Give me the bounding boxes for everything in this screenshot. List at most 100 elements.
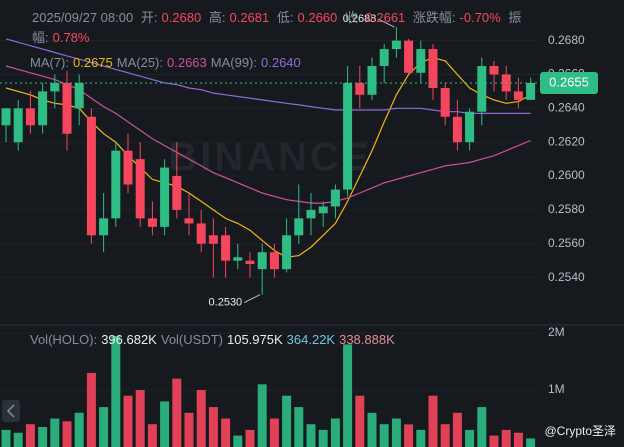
volume-bar: [233, 435, 243, 447]
ma-legend-label: MA(99):: [210, 55, 257, 70]
candle-body: [526, 82, 536, 100]
volume-bar: [257, 384, 267, 447]
volume-bar: [208, 407, 218, 447]
amplitude-value: 0.78%: [52, 30, 90, 45]
author-tag: @Crypto圣泽: [540, 420, 620, 441]
volume-bar: [245, 429, 255, 447]
volume-bar: [465, 429, 475, 447]
volume-bar: [330, 418, 340, 447]
y-tick-label: 0.2640: [548, 101, 585, 115]
volume-legend-label: Vol(USDT): [160, 332, 223, 347]
candle-body: [257, 252, 267, 270]
high-label: 高:: [208, 10, 226, 25]
candle-body: [379, 49, 389, 67]
y-tick-label: 0.2560: [548, 236, 585, 250]
extreme-label: 0.2530: [209, 296, 243, 308]
ma-legend-value: 0.2675: [73, 55, 113, 70]
candle-body: [343, 82, 353, 190]
volume-bar: [196, 390, 206, 447]
volume-bar: [282, 395, 292, 447]
volume-bar: [513, 432, 523, 447]
candle-body: [50, 82, 60, 92]
volume-bar: [111, 335, 121, 447]
volume-legend-value: 364.22K: [286, 332, 336, 347]
datetime: 2025/09/27 08:00: [32, 10, 134, 25]
last-price-tag: [540, 71, 598, 94]
volume-bar: [379, 424, 389, 447]
candle-body: [38, 91, 48, 126]
volume-legend-value: 338.888K: [339, 332, 395, 347]
candle-body: [465, 111, 475, 143]
ohlc-header: 2025/09/27 08:00 开: 0.2680 高: 0.2681 低: 0.2…: [32, 8, 532, 48]
candle-body: [221, 235, 231, 261]
volume-bar: [123, 395, 133, 447]
candle-body: [86, 116, 96, 236]
candle-body: [147, 218, 157, 227]
candle-body: [1, 108, 11, 126]
volume-bar: [355, 395, 365, 447]
candle-body: [306, 209, 316, 219]
ma-line: [5, 65, 531, 204]
volume-bar: [489, 435, 499, 447]
candle-body: [196, 223, 206, 244]
ma-line: [5, 38, 531, 114]
volume-bar: [343, 344, 353, 447]
volume-bar: [74, 412, 84, 447]
ma-legend-value: 0.2640: [261, 55, 301, 70]
volume-bar: [86, 372, 96, 447]
volume-legend-value: 105.975K: [226, 332, 283, 347]
candle-body: [294, 218, 304, 236]
volume-bar: [306, 424, 316, 447]
candle-body: [111, 150, 121, 219]
ma-legend-label: MA(7):: [30, 55, 69, 70]
change-label: 涨跌幅:: [412, 10, 456, 25]
y-tick-label: 0.2680: [548, 33, 585, 47]
volume-bar: [501, 429, 511, 447]
volume-bar: [318, 429, 328, 447]
volume-legend-value: 396.682K: [101, 332, 157, 347]
candle-body: [123, 150, 133, 185]
volume-bar: [172, 378, 182, 447]
ma-legend: MA(7): 0.2675 MA(25): 0.2663 MA(99): 0.2640: [30, 55, 305, 70]
volume-bar: [416, 429, 426, 447]
volume-bar: [221, 418, 231, 447]
ma-legend-label: MA(25):: [116, 55, 163, 70]
y-tick-label: 0.2580: [548, 202, 585, 216]
candle-body: [282, 235, 292, 270]
y-tick-label: 0.2620: [548, 134, 585, 148]
candle-body: [135, 159, 145, 219]
amplitude-label: 振幅:: [32, 10, 522, 45]
volume-bar: [526, 438, 536, 447]
change-value: -0.70%: [459, 10, 501, 25]
volume-bar: [38, 427, 48, 447]
ma-legend-value: 0.2663: [167, 55, 207, 70]
candle-body: [428, 49, 438, 89]
close-value: 0.2661: [365, 10, 406, 25]
volume-bar: [99, 407, 109, 447]
candle-body: [367, 66, 377, 95]
volume-legend-label: Vol(HOLO):: [30, 332, 98, 347]
volume-bar: [452, 412, 462, 447]
candle-body: [245, 260, 255, 265]
candle-body: [25, 108, 35, 126]
volume-bar: [477, 407, 487, 447]
candle-body: [269, 252, 279, 270]
candle-body: [74, 82, 84, 109]
volume-bar: [50, 418, 60, 447]
volume-bar: [269, 418, 279, 447]
volume-bar: [184, 412, 194, 447]
last-price-label: 0.2655: [549, 74, 589, 89]
collapse-button[interactable]: [2, 400, 20, 422]
candle-body: [318, 206, 328, 214]
y-tick-label: 0.2540: [548, 270, 585, 284]
candle-body: [13, 108, 23, 143]
candle-body: [233, 257, 243, 261]
candle-body: [452, 116, 462, 143]
volume-bar: [294, 407, 304, 447]
low-label: 低:: [276, 10, 294, 25]
close-label: 收:: [344, 10, 362, 25]
y-tick-label: 1M: [548, 382, 565, 396]
open-label: 开:: [140, 10, 158, 25]
